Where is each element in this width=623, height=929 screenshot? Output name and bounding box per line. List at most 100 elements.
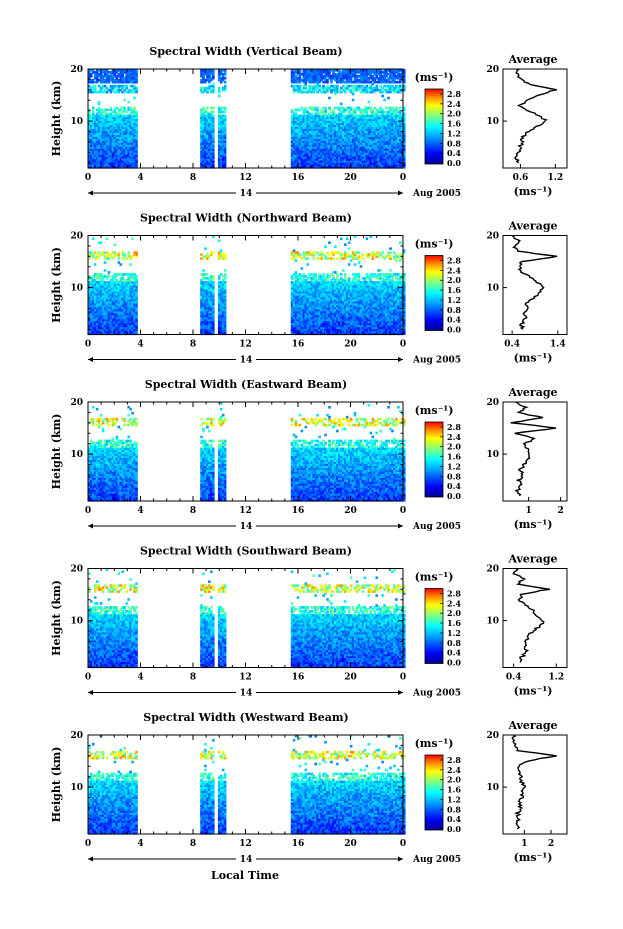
- heatmap-cell: [95, 273, 99, 276]
- heatmap-cell: [123, 318, 127, 322]
- heatmap-cell: [217, 150, 221, 153]
- heatmap-cell: [324, 156, 327, 159]
- heatmap-cell: [306, 128, 310, 131]
- heatmap-cell: [101, 285, 105, 288]
- heatmap-cell: [125, 283, 128, 286]
- colorbar-tick-label: 1.6: [447, 119, 461, 129]
- heatmap-cell: [403, 106, 406, 110]
- heatmap-cell: [217, 120, 221, 124]
- heatmap-cell: [219, 326, 223, 330]
- heatmap-cell: [393, 148, 396, 151]
- heatmap-cell: [387, 88, 390, 92]
- heatmap-cell: [373, 138, 377, 141]
- heatmap-cell: [206, 152, 209, 155]
- heatmap-cell: [328, 138, 331, 141]
- heatmap-cell: [107, 160, 111, 163]
- heatmap-cell: [332, 108, 335, 112]
- heatmap-cell: [99, 275, 103, 278]
- heatmap-cell: [373, 154, 377, 157]
- heatmap-cell: [101, 120, 105, 124]
- heatmap-cell: [133, 302, 136, 306]
- heatmap-cell: [204, 108, 207, 112]
- heatmap-cell: [300, 164, 304, 167]
- heatmap-cell: [302, 162, 306, 165]
- heatmap-cell: [204, 294, 207, 298]
- heatmap-cell: [107, 120, 111, 124]
- heatmap-cell: [119, 132, 123, 135]
- heatmap-cell: [111, 148, 115, 151]
- heatmap-cell: [308, 118, 312, 122]
- heatmap-cell: [206, 285, 209, 288]
- heatmap-cell: [345, 142, 349, 145]
- heatmap-cell: [208, 320, 211, 324]
- heatmap-cell: [304, 142, 308, 145]
- heatmap-cell: [385, 164, 388, 167]
- heatmap-cell: [347, 120, 351, 124]
- heatmap-cell: [107, 322, 111, 326]
- heatmap-cell: [89, 330, 93, 334]
- heatmap-cell: [113, 294, 117, 298]
- heatmap-cell: [371, 112, 375, 116]
- heatmap-cell: [296, 116, 300, 120]
- heatmap-cell: [219, 308, 223, 312]
- heatmap-cell: [129, 281, 132, 284]
- profile-frame: [502, 68, 568, 169]
- heatmap-cell: [336, 144, 339, 147]
- heatmap-cell: [95, 326, 99, 330]
- heatmap-cell: [115, 124, 119, 128]
- heatmap-cell: [357, 162, 361, 165]
- heatmap-cell: [219, 76, 223, 80]
- heatmap-cell: [204, 132, 207, 135]
- heatmap-cell: [316, 164, 319, 167]
- heatmap-cell: [318, 148, 321, 151]
- heatmap-cell: [97, 300, 101, 304]
- heatmap-cell: [399, 134, 402, 137]
- heatmap-cell: [127, 152, 130, 155]
- heatmap-cell: [371, 86, 375, 90]
- heatmap-cell: [91, 148, 95, 151]
- heatmap-cell: [290, 70, 294, 74]
- heatmap-cell: [324, 122, 327, 126]
- heatmap-cell: [117, 160, 121, 163]
- heatmap-cell: [131, 330, 134, 334]
- heatmap-cell: [119, 74, 123, 78]
- heatmap-cell: [109, 306, 113, 310]
- heatmap-cell: [97, 290, 101, 294]
- heatmap-cell: [294, 136, 298, 139]
- heatmap-cell: [93, 130, 97, 133]
- heatmap-cell: [308, 86, 312, 90]
- heatmap-cell: [389, 69, 392, 72]
- heatmap-cell: [109, 140, 113, 143]
- heatmap-cell: [202, 277, 205, 280]
- colorbar-tick-label: 2.0: [447, 109, 461, 119]
- heatmap-cell: [103, 72, 107, 76]
- heatmap-cell: [361, 110, 365, 114]
- heatmap-cell: [91, 80, 95, 84]
- heatmap-cell: [361, 118, 365, 122]
- heatmap-cell: [107, 152, 111, 155]
- heatmap-cell: [391, 128, 394, 131]
- heatmap-cell: [105, 130, 109, 133]
- heatmap-cell: [117, 324, 121, 328]
- heatmap-cell: [89, 132, 93, 135]
- heatmap-cell: [298, 160, 302, 163]
- heatmap-cell: [351, 124, 355, 128]
- heatmap-cell: [204, 160, 207, 163]
- heatmap-cell: [326, 154, 329, 157]
- heatmap-cell: [204, 304, 207, 308]
- heatmap-cell: [334, 134, 337, 137]
- heatmap-cell: [200, 112, 203, 116]
- heatmap-cell: [223, 76, 227, 80]
- heatmap-cell: [361, 134, 365, 137]
- heatmap-cell: [316, 128, 319, 131]
- heatmap-cell: [217, 148, 221, 151]
- heatmap-cell: [204, 126, 207, 129]
- heatmap-cell: [217, 154, 221, 157]
- heatmap-cell: [103, 281, 107, 284]
- heatmap-cell: [217, 158, 221, 161]
- heatmap-cell: [127, 108, 130, 112]
- heatmap-cell: [117, 304, 121, 308]
- heatmap-cell: [123, 322, 127, 326]
- heatmap-cell: [223, 300, 227, 304]
- heatmap-cell: [212, 76, 215, 80]
